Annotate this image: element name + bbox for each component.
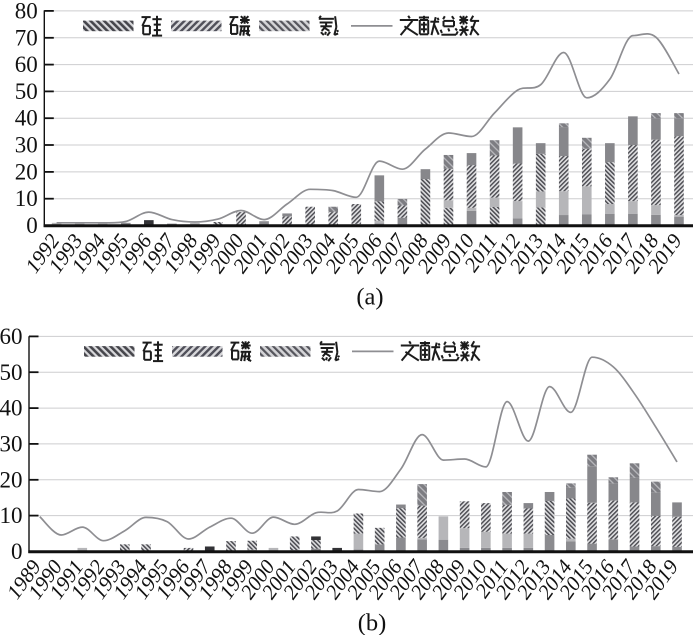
svg-text:50: 50 <box>0 360 23 385</box>
svg-text:40: 40 <box>0 396 23 421</box>
svg-text:0: 0 <box>11 539 23 564</box>
svg-text:60: 60 <box>15 52 38 77</box>
svg-text:70: 70 <box>15 25 38 50</box>
svg-text:30: 30 <box>15 133 38 158</box>
svg-text:50: 50 <box>15 79 38 104</box>
svg-text:(b): (b) <box>358 610 387 635</box>
svg-text:20: 20 <box>0 467 23 492</box>
svg-text:10: 10 <box>0 503 23 528</box>
svg-text:40: 40 <box>15 106 38 131</box>
svg-text:60: 60 <box>0 324 23 349</box>
svg-text:80: 80 <box>15 0 38 23</box>
svg-text:10: 10 <box>15 186 38 211</box>
svg-text:(a): (a) <box>356 284 383 311</box>
svg-text:0: 0 <box>26 213 38 238</box>
svg-text:20: 20 <box>15 159 38 184</box>
svg-text:30: 30 <box>0 431 23 456</box>
